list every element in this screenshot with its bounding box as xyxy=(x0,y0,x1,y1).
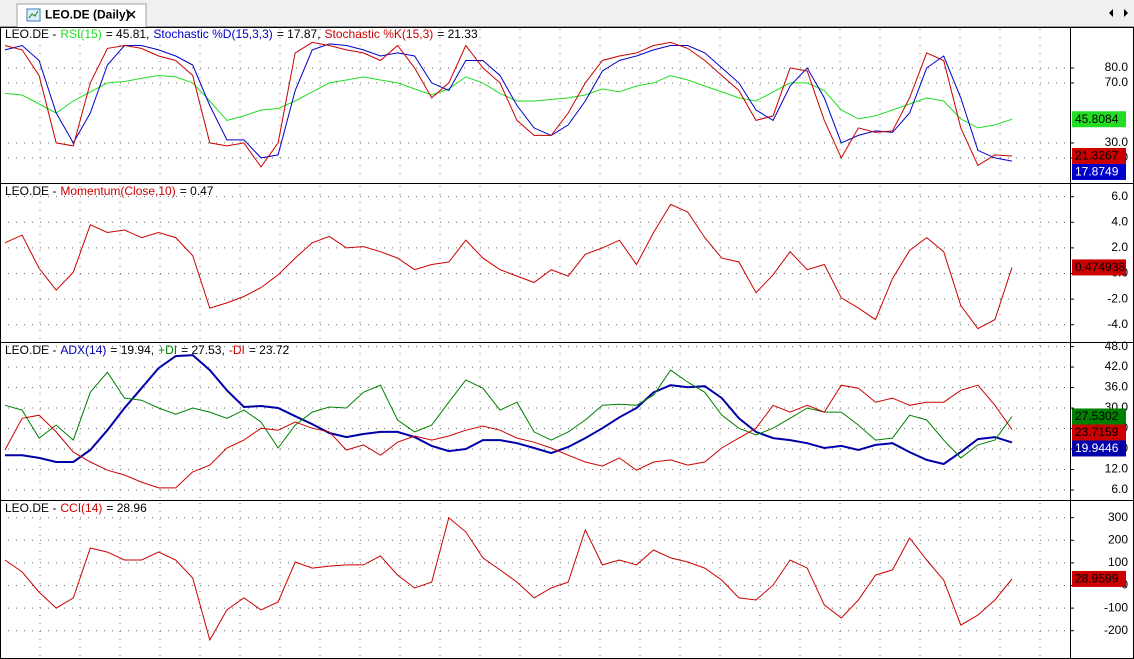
y-tick-label: 2.0 xyxy=(1111,240,1128,254)
legend-symbol: LEO.DE - xyxy=(5,343,56,357)
legend: LEO.DE - RSI(15) = 45.81, Stochastic %D(15,… xyxy=(5,27,478,41)
value-badge-label: 17.8749 xyxy=(1075,165,1119,179)
legend-name: Momentum(Close,10) xyxy=(60,184,175,198)
series-line xyxy=(4,516,1013,642)
series-group xyxy=(4,354,1013,489)
value-badge-label: 23.7159 xyxy=(1075,425,1119,439)
value-badge xyxy=(1072,424,1126,441)
y-tick-label: -200 xyxy=(1104,623,1128,637)
y-tick-label: -100 xyxy=(1104,600,1128,614)
y-tick-label: 6.0 xyxy=(1111,482,1128,496)
legend-value: = 23.72 xyxy=(249,343,290,357)
value-badge xyxy=(1072,147,1126,164)
y-tick-label: 30.0 xyxy=(1105,135,1129,149)
legend-name: Stochastic %K(15,3) xyxy=(325,27,434,41)
legend-symbol: LEO.DE - xyxy=(5,501,56,515)
legend-symbol: LEO.DE - xyxy=(5,27,56,41)
y-tick-label: 6.0 xyxy=(1111,189,1128,203)
series-group xyxy=(4,203,1013,330)
series-line xyxy=(4,74,1013,129)
tab-close[interactable] xyxy=(127,10,136,19)
value-badge-label: 27.5302 xyxy=(1075,409,1119,423)
legend-value: = 17.87, xyxy=(277,27,321,41)
y-tick-label: 4.0 xyxy=(1111,214,1128,228)
tab-icon-line xyxy=(28,10,39,19)
series-line xyxy=(5,354,1013,466)
scroll-right[interactable] xyxy=(1124,9,1128,17)
pane-background xyxy=(0,501,1134,659)
series-group xyxy=(4,516,1013,642)
y-tick-label: -2.0 xyxy=(1107,291,1128,305)
legend-value: = 27.53, xyxy=(181,343,225,357)
tab[interactable] xyxy=(16,3,147,27)
y-tick-label: 100 xyxy=(1108,555,1128,569)
y-tick-label: 70.0 xyxy=(1105,75,1129,89)
series-line xyxy=(4,41,1013,168)
legend-name: -DI xyxy=(229,343,245,357)
legend-name: RSI(15) xyxy=(60,27,101,41)
y-tick-label: 42.0 xyxy=(1105,359,1129,373)
legend-name: ADX(14) xyxy=(60,343,106,357)
legend-value: = 28.96 xyxy=(106,501,147,515)
value-badge-label: 19.9446 xyxy=(1075,441,1119,455)
pane-background xyxy=(0,27,1134,183)
legend-value: = 21.33 xyxy=(437,27,478,41)
close-stroke xyxy=(127,10,136,19)
series-line xyxy=(4,369,1013,459)
legend-value: = 45.81, xyxy=(106,27,150,41)
legend-name: +DI xyxy=(158,343,177,357)
pane: 20.030.070.080.045.808421.326717.8749LEO… xyxy=(0,27,1134,184)
value-badge xyxy=(1072,163,1126,180)
value-badge-label: 45.8084 xyxy=(1075,112,1119,126)
legend-value: = 19.94, xyxy=(110,343,154,357)
y-tick-label: 36.0 xyxy=(1105,380,1129,394)
pane-background xyxy=(0,343,1134,500)
legend: LEO.DE - Momentum(Close,10) = 0.47 xyxy=(5,184,214,198)
series-group xyxy=(4,41,1013,168)
scroll-left[interactable] xyxy=(1109,9,1113,17)
value-badge xyxy=(1072,440,1126,457)
series-line xyxy=(4,43,1013,162)
y-tick-label: 200 xyxy=(1108,532,1128,546)
series-line xyxy=(4,203,1013,330)
y-tick-label: -4.0 xyxy=(1107,317,1128,331)
y-tick-label: 300 xyxy=(1108,510,1128,524)
legend-symbol: LEO.DE - xyxy=(5,184,56,198)
value-badge-label: 21.3267 xyxy=(1075,149,1119,163)
value-badge-label: 28.9599 xyxy=(1075,572,1119,586)
tab-bar xyxy=(0,0,1134,27)
value-badge-label: 0.474938 xyxy=(1075,260,1125,274)
legend: LEO.DE - ADX(14) = 19.94, +DI = 27.53, -DI = 2… xyxy=(5,343,290,357)
legend-name: CCI(14) xyxy=(60,501,102,515)
y-tick-label: 12.0 xyxy=(1105,462,1129,476)
pane: 6.012.018.024.030.036.042.048.027.530223… xyxy=(0,339,1134,501)
value-badge xyxy=(1072,570,1126,587)
value-badge xyxy=(1072,259,1126,276)
legend-name: Stochastic %D(15,3,3) xyxy=(153,27,272,41)
value-badge xyxy=(1072,408,1126,425)
y-tick-label: 80.0 xyxy=(1105,60,1129,74)
tab-title: LEO.DE (Daily) xyxy=(45,8,130,22)
pane-background xyxy=(0,184,1134,342)
legend: LEO.DE - CCI(14) = 28.96 xyxy=(5,501,147,515)
legend-value: = 0.47 xyxy=(180,184,214,198)
value-badge xyxy=(1072,111,1126,128)
y-tick-label: 48.0 xyxy=(1105,339,1129,353)
series-line xyxy=(4,384,1013,489)
